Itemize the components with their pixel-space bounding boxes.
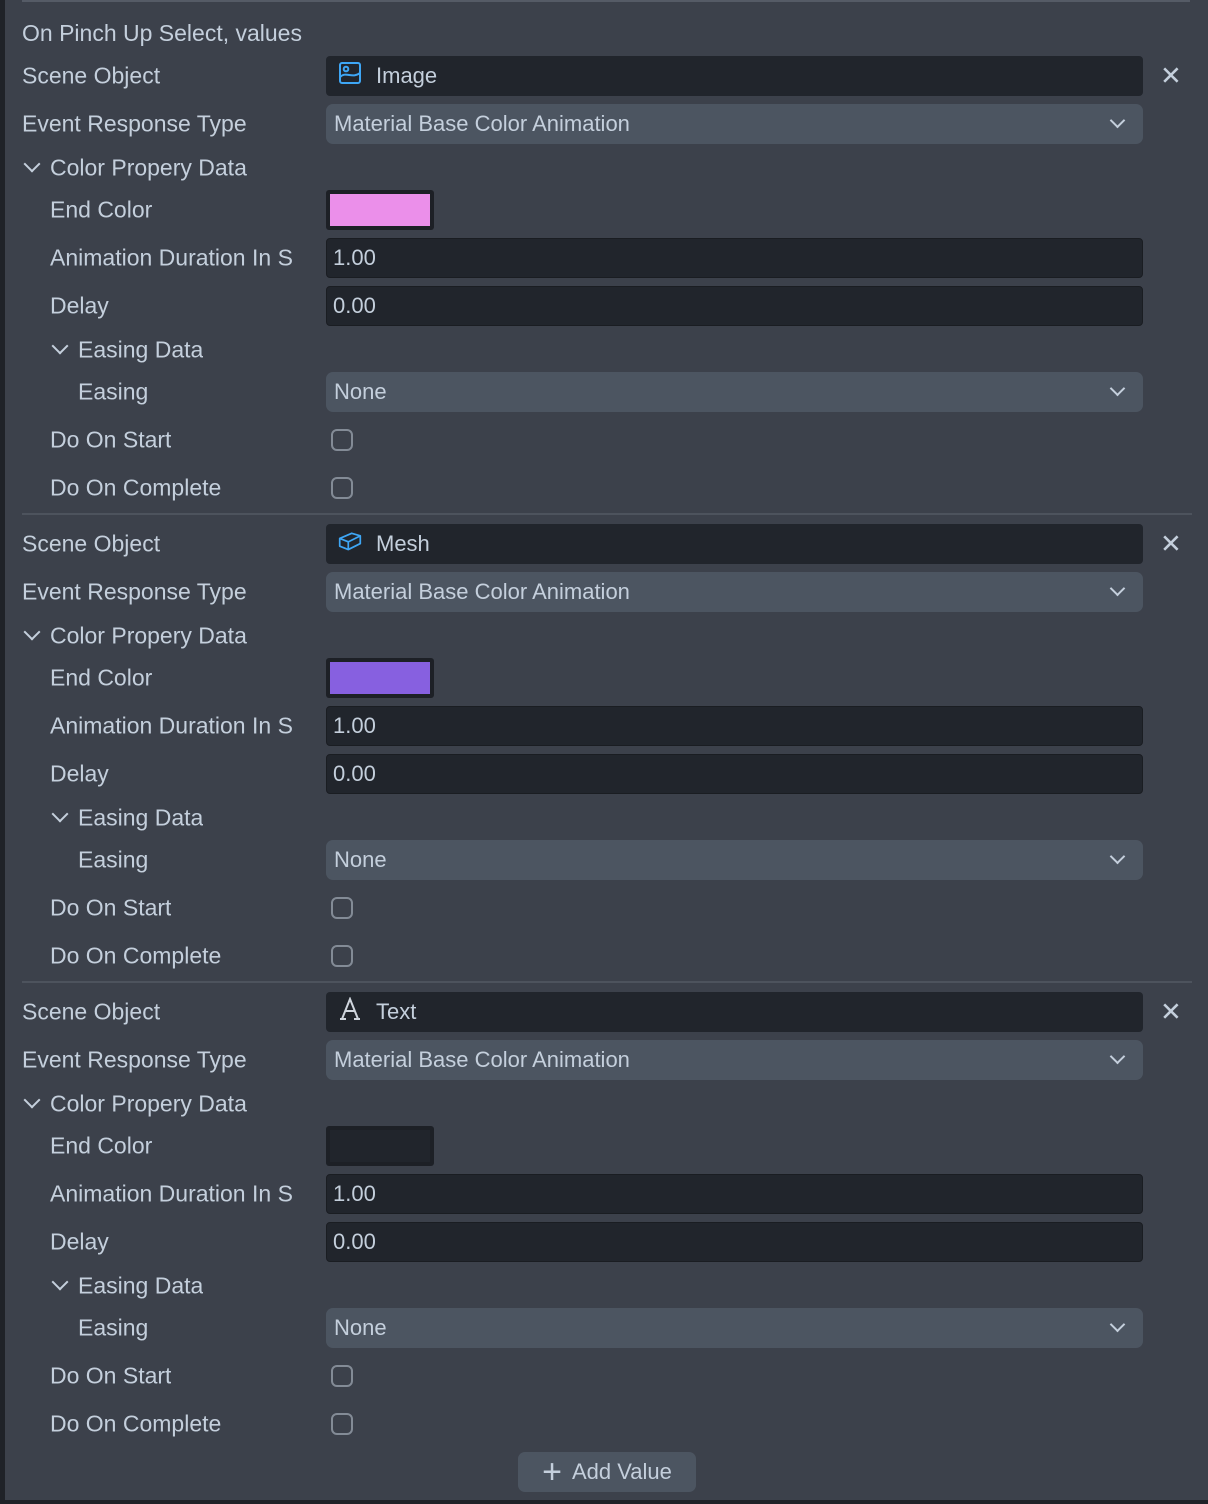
collapse-chevron-icon[interactable] <box>23 155 41 173</box>
remove-value-button[interactable]: ✕ <box>1160 60 1182 91</box>
chevron-down-icon <box>1109 848 1126 865</box>
do-on-start-label: Do On Start <box>50 894 172 921</box>
do-on-start-checkbox[interactable] <box>331 1365 353 1387</box>
entry-divider <box>22 513 1192 515</box>
chevron-down-icon <box>1109 580 1126 597</box>
event-response-type-dropdown[interactable]: Material Base Color Animation <box>326 104 1143 144</box>
entry-divider <box>22 981 1192 983</box>
mesh-cube-icon <box>338 529 376 559</box>
text-icon <box>338 997 376 1027</box>
value-entry: Scene Object Image ✕ Event Response Type… <box>0 56 1208 524</box>
easing-dropdown[interactable]: None <box>326 840 1143 880</box>
collapse-chevron-icon[interactable] <box>51 805 69 823</box>
chevron-down-icon <box>1109 1316 1126 1333</box>
easing-dropdown[interactable]: None <box>326 372 1143 412</box>
scene-object-field[interactable]: Image <box>326 56 1143 96</box>
event-response-type-label: Event Response Type <box>22 578 247 605</box>
scene-object-label: Scene Object <box>22 998 161 1025</box>
color-property-data-label[interactable]: Color Propery Data <box>50 1090 247 1117</box>
easing-value: None <box>334 379 387 404</box>
delay-input[interactable]: 0.00 <box>326 754 1143 794</box>
end-color-swatch[interactable] <box>326 190 434 230</box>
easing-dropdown[interactable]: None <box>326 1308 1143 1348</box>
end-color-label: End Color <box>50 664 153 691</box>
value-entry: Scene Object Text ✕ Event Response Type … <box>0 992 1208 1460</box>
chevron-down-icon <box>1109 1048 1126 1065</box>
do-on-complete-checkbox[interactable] <box>331 1413 353 1435</box>
easing-data-label[interactable]: Easing Data <box>78 336 204 363</box>
scene-object-value: Image <box>376 63 438 88</box>
delay-input[interactable]: 0.00 <box>326 1222 1143 1262</box>
event-response-type-dropdown[interactable]: Material Base Color Animation <box>326 572 1143 612</box>
end-color-label: End Color <box>50 1132 153 1159</box>
event-response-type-label: Event Response Type <box>22 1046 247 1073</box>
add-value-label: Add Value <box>571 1459 672 1484</box>
top-divider <box>22 0 1190 2</box>
delay-label: Delay <box>50 1228 109 1255</box>
do-on-start-label: Do On Start <box>50 1362 172 1389</box>
color-property-data-label[interactable]: Color Propery Data <box>50 622 247 649</box>
easing-data-label[interactable]: Easing Data <box>78 804 204 831</box>
section-title: On Pinch Up Select, values <box>22 20 302 46</box>
scene-object-label: Scene Object <box>22 62 161 89</box>
easing-value: None <box>334 847 387 872</box>
do-on-complete-label: Do On Complete <box>50 942 222 969</box>
animation-duration-input[interactable]: 1.00 <box>326 1174 1143 1214</box>
easing-data-label[interactable]: Easing Data <box>78 1272 204 1299</box>
end-color-label: End Color <box>50 196 153 223</box>
animation-duration-label: Animation Duration In S <box>50 1180 293 1207</box>
scene-object-field[interactable]: Text <box>326 992 1143 1032</box>
end-color-swatch[interactable] <box>326 1126 434 1166</box>
easing-label: Easing <box>78 1314 149 1341</box>
scene-object-label: Scene Object <box>22 530 161 557</box>
collapse-chevron-icon[interactable] <box>51 1273 69 1291</box>
value-entry: Scene Object Mesh ✕ Event Response Type … <box>0 524 1208 992</box>
plus-icon: + <box>542 1453 562 1491</box>
scene-object-field[interactable]: Mesh <box>326 524 1143 564</box>
bottom-border <box>0 1500 1208 1504</box>
color-property-data-label[interactable]: Color Propery Data <box>50 154 247 181</box>
scene-object-value: Mesh <box>376 531 430 556</box>
do-on-complete-label: Do On Complete <box>50 1410 222 1437</box>
event-response-type-label: Event Response Type <box>22 110 247 137</box>
do-on-start-checkbox[interactable] <box>331 897 353 919</box>
do-on-start-checkbox[interactable] <box>331 429 353 451</box>
remove-value-button[interactable]: ✕ <box>1160 528 1182 559</box>
animation-duration-input[interactable]: 1.00 <box>326 238 1143 278</box>
panel-left-border <box>0 0 5 1504</box>
scene-object-value: Text <box>376 999 417 1024</box>
animation-duration-label: Animation Duration In S <box>50 712 293 739</box>
do-on-complete-checkbox[interactable] <box>331 477 353 499</box>
delay-label: Delay <box>50 760 109 787</box>
do-on-start-label: Do On Start <box>50 426 172 453</box>
collapse-chevron-icon[interactable] <box>23 623 41 641</box>
event-response-type-value: Material Base Color Animation <box>334 1047 630 1072</box>
event-response-type-value: Material Base Color Animation <box>334 579 630 604</box>
chevron-down-icon <box>1109 380 1126 397</box>
animation-duration-label: Animation Duration In S <box>50 244 293 271</box>
add-value-button[interactable]: + Add Value <box>518 1452 696 1492</box>
event-response-type-value: Material Base Color Animation <box>334 111 630 136</box>
collapse-chevron-icon[interactable] <box>51 337 69 355</box>
image-icon <box>338 61 376 91</box>
delay-input[interactable]: 0.00 <box>326 286 1143 326</box>
do-on-complete-label: Do On Complete <box>50 474 222 501</box>
delay-label: Delay <box>50 292 109 319</box>
collapse-chevron-icon[interactable] <box>23 1091 41 1109</box>
remove-value-button[interactable]: ✕ <box>1160 996 1182 1027</box>
easing-label: Easing <box>78 846 149 873</box>
easing-value: None <box>334 1315 387 1340</box>
easing-label: Easing <box>78 378 149 405</box>
animation-duration-input[interactable]: 1.00 <box>326 706 1143 746</box>
chevron-down-icon <box>1109 112 1126 129</box>
do-on-complete-checkbox[interactable] <box>331 945 353 967</box>
event-response-type-dropdown[interactable]: Material Base Color Animation <box>326 1040 1143 1080</box>
end-color-swatch[interactable] <box>326 658 434 698</box>
